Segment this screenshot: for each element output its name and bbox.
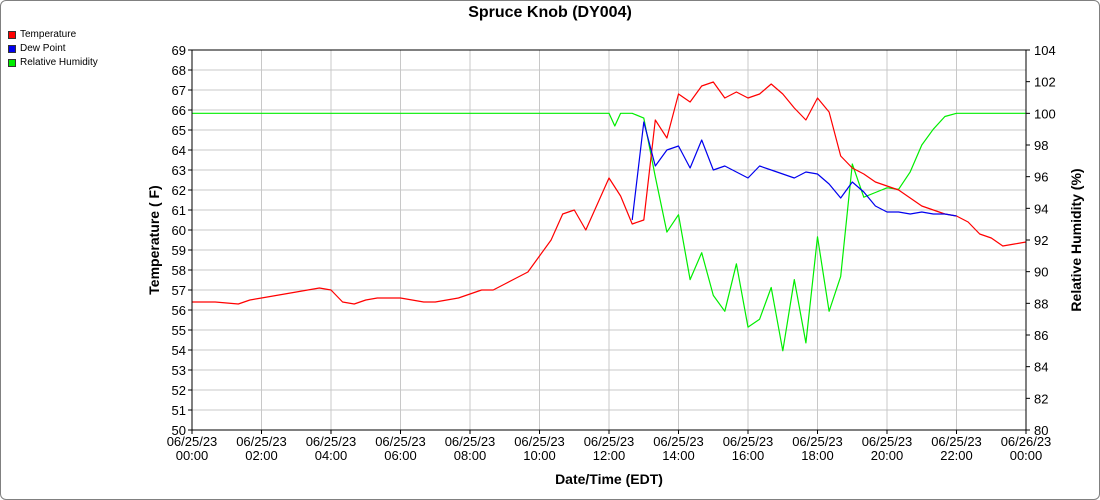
legend-item-dew-point: Dew Point xyxy=(8,42,98,56)
x-tick-label: 06/25/23 16:00 xyxy=(723,434,774,463)
y-tick-label: 66 xyxy=(172,103,186,118)
x-tick-label: 06/25/23 22:00 xyxy=(931,434,982,463)
y2-tick-label: 90 xyxy=(1034,265,1048,280)
y-tick-label: 68 xyxy=(172,63,186,78)
y-tick-label: 65 xyxy=(172,123,186,138)
x-tick-label: 06/25/23 18:00 xyxy=(792,434,843,463)
x-tick-label: 06/25/23 12:00 xyxy=(584,434,635,463)
y-tick-label: 50 xyxy=(172,423,186,438)
y2-tick-label: 86 xyxy=(1034,328,1048,343)
y-axis-title: Temperature ( F) xyxy=(146,185,162,294)
legend-label-relative-humidity: Relative Humidity xyxy=(20,57,98,68)
y-tick-label: 61 xyxy=(172,203,186,218)
x-tick-label: 06/25/23 04:00 xyxy=(306,434,357,463)
series-line-relative-humidity xyxy=(192,112,1026,352)
y-tick-label: 57 xyxy=(172,283,186,298)
y2-tick-label: 88 xyxy=(1034,296,1048,311)
legend-label-dew-point: Dew Point xyxy=(20,43,66,54)
ticks-layer: 50 51 52 53 54 55 56 57 58 59 60 61 62 63 64 65 66 67 68 69… xyxy=(167,43,1056,463)
x-axis-title: Date/Time (EDT) xyxy=(555,471,663,487)
x-tick-label: 06/25/23 20:00 xyxy=(862,434,913,463)
legend-swatch-dew-point xyxy=(8,45,16,53)
y2-tick-label: 80 xyxy=(1034,423,1048,438)
y-tick-label: 63 xyxy=(172,163,186,178)
x-tick-label: 06/25/23 00:00 xyxy=(167,434,218,463)
y-tick-label: 56 xyxy=(172,303,186,318)
x-tick-label: 06/25/23 10:00 xyxy=(514,434,565,463)
x-tick-label: 06/26/23 00:00 xyxy=(1001,434,1052,463)
y-tick-label: 55 xyxy=(172,323,186,338)
legend-item-relative-humidity: Relative Humidity xyxy=(8,56,98,70)
y2-tick-label: 84 xyxy=(1034,360,1048,375)
y-tick-label: 62 xyxy=(172,183,186,198)
y-tick-label: 67 xyxy=(172,83,186,98)
x-tick-label: 06/25/23 06:00 xyxy=(375,434,426,463)
x-tick-label: 06/25/23 02:00 xyxy=(236,434,287,463)
y2-tick-label: 104 xyxy=(1034,43,1056,58)
y-tick-label: 53 xyxy=(172,363,186,378)
y2-tick-label: 100 xyxy=(1034,106,1056,121)
series-line-temperature xyxy=(192,81,1027,305)
chart-title: Spruce Knob (DY004) xyxy=(468,4,632,21)
x-tick-label: 06/25/23 14:00 xyxy=(653,434,704,463)
y-tick-label: 59 xyxy=(172,243,186,258)
y2-tick-label: 102 xyxy=(1034,75,1056,90)
y-tick-label: 58 xyxy=(172,263,186,278)
y2-tick-label: 92 xyxy=(1034,233,1048,248)
series-layer xyxy=(192,81,1027,352)
x-tick-label: 06/25/23 08:00 xyxy=(445,434,496,463)
legend: Temperature Dew Point Relative Humidity xyxy=(8,28,98,70)
y2-tick-label: 96 xyxy=(1034,170,1048,185)
y2-tick-label: 94 xyxy=(1034,201,1048,216)
y-tick-label: 51 xyxy=(172,403,186,418)
grid-layer xyxy=(191,49,1027,431)
legend-label-temperature: Temperature xyxy=(20,29,77,40)
y-tick-label: 54 xyxy=(172,343,186,358)
y2-tick-label: 98 xyxy=(1034,138,1048,153)
y-tick-label: 52 xyxy=(172,383,186,398)
y-tick-label: 69 xyxy=(172,43,186,58)
y2-axis-title: Relative Humidity (%) xyxy=(1068,168,1084,311)
y2-tick-label: 82 xyxy=(1034,391,1048,406)
legend-swatch-relative-humidity xyxy=(8,59,16,67)
legend-swatch-temperature xyxy=(8,31,16,39)
y-tick-label: 60 xyxy=(172,223,186,238)
y-tick-label: 64 xyxy=(172,143,186,158)
series-line-dew-point xyxy=(631,121,957,221)
legend-item-temperature: Temperature xyxy=(8,28,98,42)
